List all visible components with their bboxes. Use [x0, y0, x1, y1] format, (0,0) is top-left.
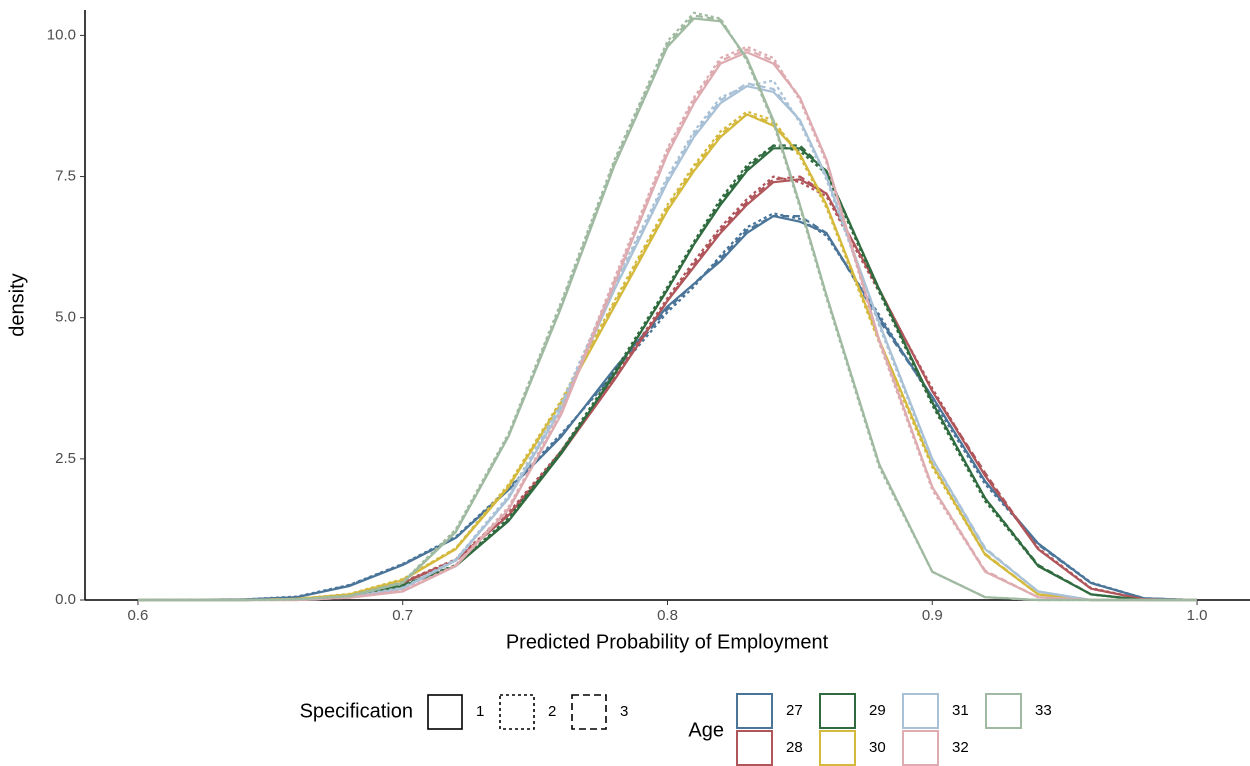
legend-label: 1 [476, 703, 484, 720]
legend-key [819, 693, 856, 729]
legend-label: 33 [1035, 702, 1052, 719]
legend-title: Specification [300, 700, 413, 722]
density-line [138, 45, 1197, 602]
y-axis-title: density [6, 273, 28, 336]
legend-label: 3 [620, 703, 628, 720]
legend-label: 31 [952, 702, 969, 719]
density-line [138, 14, 1197, 602]
x-tick-label: 1.0 [1187, 607, 1208, 624]
legend-label: 30 [869, 739, 886, 756]
density-line [137, 212, 1198, 602]
legend-label: 28 [786, 739, 803, 756]
legend-label: 27 [786, 702, 803, 719]
legend-label: 2 [548, 703, 556, 720]
density-line [138, 48, 1197, 602]
y-tick-label: 7.5 [55, 168, 76, 185]
density-line [138, 79, 1197, 602]
legend-key [985, 693, 1022, 729]
legend-key [571, 694, 607, 730]
density-line [138, 110, 1197, 602]
y-tick-label: 2.5 [55, 450, 76, 467]
density-line [138, 175, 1198, 602]
x-tick-label: 0.8 [657, 607, 678, 624]
density-line [138, 113, 1197, 602]
density-line [138, 175, 1198, 602]
y-tick-label: 0.0 [55, 591, 76, 608]
density-line [138, 144, 1197, 602]
legend-key [736, 730, 773, 766]
legend-key [902, 693, 939, 729]
x-tick-label: 0.6 [128, 607, 149, 624]
legend-key [902, 730, 939, 766]
x-axis-title: Predicted Probability of Employment [506, 631, 829, 653]
density-line [138, 144, 1197, 602]
legend-key [499, 694, 535, 730]
density-line [138, 113, 1197, 602]
density-line [138, 85, 1197, 602]
x-tick-label: 0.7 [392, 607, 413, 624]
y-tick-label: 5.0 [55, 309, 76, 326]
y-tick-label: 10.0 [47, 26, 76, 43]
density-line [138, 147, 1197, 602]
legend-title: Age [688, 719, 724, 741]
density-line [138, 82, 1197, 602]
density-line [138, 51, 1197, 602]
x-tick-label: 0.9 [922, 607, 943, 624]
density-line [137, 215, 1198, 602]
legend-key [427, 694, 463, 730]
legend-key [819, 730, 856, 766]
legend-label: 32 [952, 739, 969, 756]
legend-label: 29 [869, 702, 886, 719]
density-line [138, 178, 1198, 602]
legend-key [736, 693, 773, 729]
